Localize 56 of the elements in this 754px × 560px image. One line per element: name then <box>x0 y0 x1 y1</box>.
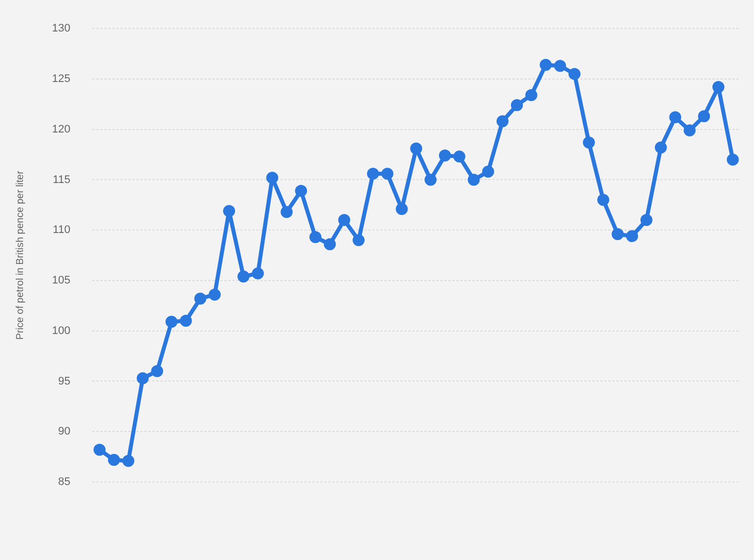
point <box>122 454 134 467</box>
point <box>367 168 379 180</box>
point <box>654 141 667 154</box>
point <box>568 68 580 80</box>
point <box>180 314 192 327</box>
point <box>108 454 120 466</box>
point <box>338 214 350 226</box>
point <box>324 238 336 250</box>
point <box>424 174 437 186</box>
point <box>166 316 178 328</box>
point <box>669 111 682 124</box>
y-tick-label: 130 <box>52 22 70 35</box>
y-tick-label: 115 <box>52 174 70 186</box>
y-tick-label: 120 <box>52 123 70 136</box>
point <box>252 267 264 280</box>
point <box>626 230 638 242</box>
y-tick-label: 95 <box>58 375 70 388</box>
point <box>540 58 552 71</box>
point <box>597 194 610 206</box>
point <box>684 124 696 136</box>
point <box>525 89 538 102</box>
point <box>453 150 466 163</box>
point <box>396 202 408 215</box>
y-tick-label: 105 <box>52 274 70 287</box>
point <box>698 110 710 122</box>
point <box>510 99 523 112</box>
point <box>468 174 480 186</box>
y-tick-label: 90 <box>58 426 70 438</box>
point <box>381 168 394 180</box>
point <box>640 214 652 226</box>
y-tick-label: 85 <box>58 476 70 488</box>
y-axis-title: Price of petrol in British pence per liter <box>14 170 26 340</box>
point <box>612 228 624 240</box>
point <box>309 231 322 244</box>
point <box>410 142 422 154</box>
point <box>726 154 739 166</box>
y-tick-label: 100 <box>52 324 70 337</box>
point <box>712 81 724 94</box>
y-tick-label: 125 <box>52 73 70 86</box>
point <box>223 204 236 217</box>
point <box>94 444 106 456</box>
point <box>438 150 451 162</box>
point <box>237 270 250 282</box>
point <box>582 136 595 148</box>
point <box>266 172 278 184</box>
point <box>151 365 164 378</box>
point <box>496 115 509 128</box>
point <box>136 372 149 384</box>
point <box>482 166 494 178</box>
point <box>280 206 293 218</box>
y-tick-label: 110 <box>52 224 70 236</box>
point <box>295 184 308 197</box>
point <box>208 288 221 301</box>
point <box>194 292 206 305</box>
point <box>352 234 365 246</box>
point <box>554 60 566 72</box>
